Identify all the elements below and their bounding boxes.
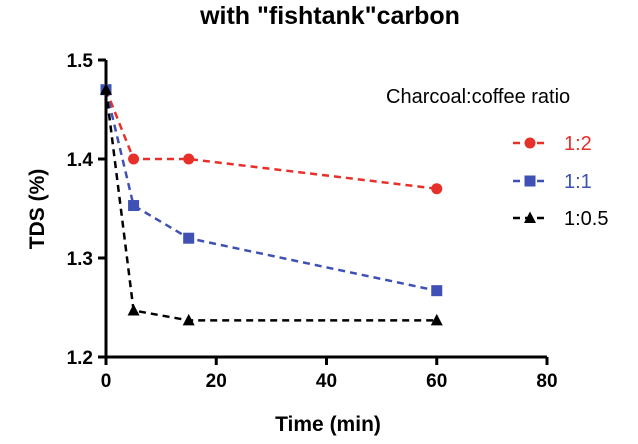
x-tick-label: 80: [536, 371, 557, 392]
x-tick-label: 40: [316, 371, 337, 392]
legend-item: 1:1: [513, 171, 592, 193]
legend-item: 1:0.5: [513, 208, 608, 230]
data-point: [431, 285, 443, 297]
data-point: [431, 183, 443, 195]
x-tick-label: 0: [101, 371, 112, 392]
legend-item: 1:2: [513, 133, 592, 155]
y-tick-label: 1.4: [67, 150, 94, 171]
series-line: [104, 89, 437, 190]
series-line: [104, 89, 437, 322]
legend-marker: [524, 175, 536, 187]
data-point: [128, 200, 140, 212]
data-point: [127, 303, 140, 316]
data-point: [100, 83, 112, 95]
series-line: [104, 89, 438, 292]
y-axis-label: TDS (%): [26, 169, 49, 250]
legend-label: 1:2: [564, 133, 592, 155]
legend-title: Charcoal:coffee ratio: [386, 86, 570, 108]
data-point: [183, 153, 195, 165]
y-tick-label: 1.3: [67, 249, 93, 270]
data-point: [430, 313, 443, 326]
data-point: [183, 232, 195, 244]
legend-label: 1:0.5: [564, 208, 608, 230]
x-tick-label: 20: [206, 371, 227, 392]
y-tick-label: 1.2: [67, 348, 93, 369]
data-point: [128, 153, 140, 165]
data-point: [182, 313, 195, 326]
legend: Charcoal:coffee ratio 1:2 1:1 1:0.5: [386, 86, 608, 230]
series-layer: [100, 83, 443, 326]
legend-marker: [524, 137, 536, 149]
series-1:1: [100, 84, 443, 297]
x-axis-label: Time (min): [275, 413, 381, 436]
series-1:0.5: [100, 83, 443, 326]
ticks: 0 20 40 60 80 1.2 1.3 1.4 1.5: [67, 51, 558, 392]
x-tick-label: 60: [426, 371, 447, 392]
legend-marker: [524, 211, 536, 223]
chart-title: with "fishtank"carbon: [199, 2, 460, 30]
legend-label: 1:1: [564, 171, 592, 193]
y-tick-label: 1.5: [67, 51, 94, 72]
